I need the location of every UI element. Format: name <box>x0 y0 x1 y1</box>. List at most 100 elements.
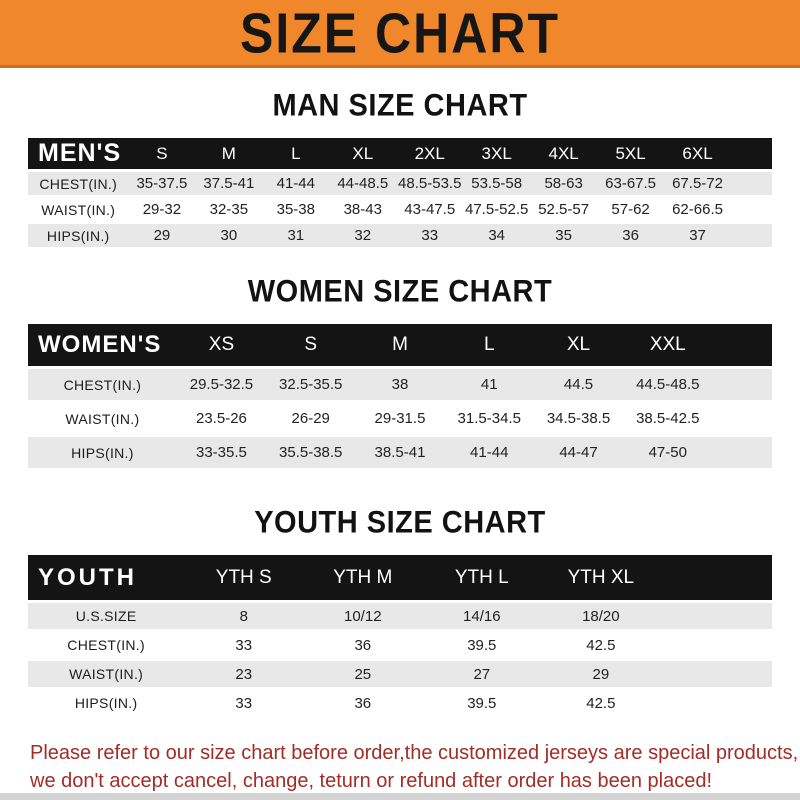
size-value: 29-31.5 <box>355 403 445 434</box>
size-value: 38 <box>355 369 445 400</box>
size-value: 33 <box>184 632 304 658</box>
size-value: 39.5 <box>422 690 542 716</box>
table-row: CHEST(IN.) 29.5-32.5 32.5-35.5 38 41 44.5 44.5… <box>28 369 772 400</box>
size-value: 27 <box>422 661 542 687</box>
size-value: 62-66.5 <box>664 198 732 221</box>
size-value: 29-32 <box>128 198 196 221</box>
table-row: HIPS(IN.) 29 30 31 32 33 34 35 36 37 <box>28 224 772 247</box>
row-label: WAIST(IN.) <box>28 403 177 434</box>
size-value: 38.5-41 <box>355 437 445 468</box>
men-table-wrap: MEN'S S M L XL 2XL 3XL 4XL 5XL 6XL CHEST(IN.) 35-37… <box>0 135 800 250</box>
header-row: MEN'S S M L XL 2XL 3XL 4XL 5XL 6XL <box>28 138 772 169</box>
size-value: 44.5 <box>533 369 624 400</box>
size-value: 34 <box>463 224 531 247</box>
size-value: 14/16 <box>422 603 542 629</box>
size-value: 42.5 <box>541 632 661 658</box>
size-value: 52.5-57 <box>530 198 598 221</box>
page-title: SIZE CHART <box>240 0 560 65</box>
size-value: 41-44 <box>262 172 330 195</box>
size-column-header: XS <box>176 324 267 366</box>
size-value: 67.5-72 <box>664 172 732 195</box>
size-column-header: YTH S <box>184 555 304 600</box>
size-value: 25 <box>303 661 423 687</box>
notice-line-1: Please refer to our size chart before or… <box>30 742 799 764</box>
corner-label: MEN'S <box>28 138 129 169</box>
spacer-cell <box>712 403 772 434</box>
spacer-cell <box>731 172 772 195</box>
row-label: WAIST(IN.) <box>28 661 185 687</box>
youth-table-wrap: YOUTH YTH S YTH M YTH L YTH XL U.S.SIZE 8 10/12… <box>0 552 800 719</box>
size-value: 33 <box>184 690 304 716</box>
size-value: 31.5-34.5 <box>444 403 534 434</box>
spacer-cell <box>660 603 772 629</box>
size-value: 23 <box>184 661 304 687</box>
size-value: 35 <box>530 224 598 247</box>
corner-label: WOMEN'S <box>28 324 177 366</box>
size-column-header: XL <box>329 138 397 169</box>
spacer-cell <box>731 198 772 221</box>
bottom-strip <box>0 793 800 800</box>
corner-label: YOUTH <box>28 555 185 600</box>
spacer-cell <box>731 224 772 247</box>
men-section-title: MAN SIZE CHART <box>272 88 528 124</box>
row-label: CHEST(IN.) <box>28 632 185 658</box>
women-size-section: WOMEN SIZE CHART WOMEN'S XS S M L XL XXL CHEST(… <box>0 275 800 471</box>
size-value: 29 <box>541 661 661 687</box>
size-column-header: L <box>262 138 330 169</box>
row-label: HIPS(IN.) <box>28 437 177 468</box>
spacer-cell <box>731 138 772 169</box>
size-value: 57-62 <box>597 198 665 221</box>
youth-size-section: YOUTH SIZE CHART YOUTH YTH S YTH M YTH L YTH… <box>0 506 800 719</box>
size-value: 47.5-52.5 <box>463 198 531 221</box>
table-row: WAIST(IN.) 23 25 27 29 <box>28 661 772 687</box>
size-column-header: 6XL <box>664 138 732 169</box>
size-column-header: M <box>355 324 445 366</box>
size-value: 43-47.5 <box>396 198 464 221</box>
spacer-cell <box>712 369 772 400</box>
table-row: U.S.SIZE 8 10/12 14/16 18/20 <box>28 603 772 629</box>
size-value: 31 <box>262 224 330 247</box>
header-row: WOMEN'S XS S M L XL XXL <box>28 324 772 366</box>
spacer-cell <box>712 437 772 468</box>
size-value: 41-44 <box>444 437 534 468</box>
size-value: 35-37.5 <box>128 172 196 195</box>
table-row: CHEST(IN.) 35-37.5 37.5-41 41-44 44-48.5 48.5… <box>28 172 772 195</box>
spacer-cell <box>712 324 772 366</box>
size-value: 48.5-53.5 <box>396 172 464 195</box>
row-label: U.S.SIZE <box>28 603 185 629</box>
footer-notice: Please refer to our size chart before or… <box>0 739 800 796</box>
header-row: YOUTH YTH S YTH M YTH L YTH XL <box>28 555 772 600</box>
youth-size-table: YOUTH YTH S YTH M YTH L YTH XL U.S.SIZE 8 10/12… <box>28 552 772 719</box>
size-value: 36 <box>303 690 423 716</box>
spacer-cell <box>660 555 772 600</box>
size-column-header: YTH L <box>422 555 542 600</box>
size-column-header: 2XL <box>396 138 464 169</box>
banner: SIZE CHART <box>0 0 800 68</box>
size-value: 38.5-42.5 <box>623 403 713 434</box>
size-value: 32.5-35.5 <box>266 369 356 400</box>
size-column-header: 4XL <box>530 138 598 169</box>
table-row: WAIST(IN.) 29-32 32-35 35-38 38-43 43-47.5 47.… <box>28 198 772 221</box>
women-size-table: WOMEN'S XS S M L XL XXL CHEST(IN.) 29.5-32.5 32.5… <box>28 321 772 471</box>
men-size-section: MAN SIZE CHART MEN'S S M L XL 2XL 3XL 4XL 5XL 6XL… <box>0 88 800 250</box>
size-column-header: 3XL <box>463 138 531 169</box>
spacer-cell <box>660 690 772 716</box>
size-value: 23.5-26 <box>176 403 267 434</box>
size-value: 42.5 <box>541 690 661 716</box>
men-size-table: MEN'S S M L XL 2XL 3XL 4XL 5XL 6XL CHEST(IN.) 35-37… <box>28 135 772 250</box>
size-value: 18/20 <box>541 603 661 629</box>
size-value: 29.5-32.5 <box>176 369 267 400</box>
row-label: HIPS(IN.) <box>28 224 129 247</box>
row-label: HIPS(IN.) <box>28 690 185 716</box>
size-value: 53.5-58 <box>463 172 531 195</box>
spacer-cell <box>660 632 772 658</box>
table-row: WAIST(IN.) 23.5-26 26-29 29-31.5 31.5-34.5 34… <box>28 403 772 434</box>
size-value: 44.5-48.5 <box>623 369 713 400</box>
size-column-header: L <box>444 324 534 366</box>
size-value: 36 <box>303 632 423 658</box>
size-value: 30 <box>195 224 263 247</box>
size-column-header: XL <box>533 324 624 366</box>
size-value: 47-50 <box>623 437 713 468</box>
table-row: HIPS(IN.) 33 36 39.5 42.5 <box>28 690 772 716</box>
size-value: 39.5 <box>422 632 542 658</box>
